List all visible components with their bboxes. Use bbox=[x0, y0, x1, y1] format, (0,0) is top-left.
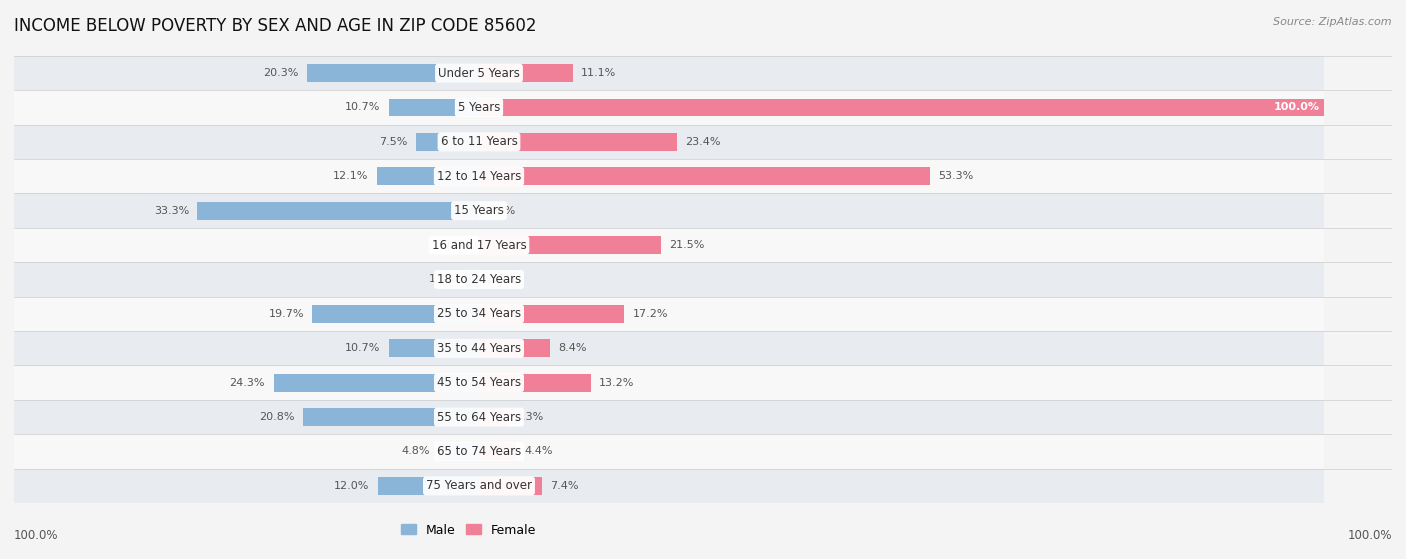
Bar bbox=[479, 477, 541, 495]
Bar bbox=[377, 167, 479, 185]
Bar bbox=[479, 98, 1324, 116]
Bar bbox=[0, 228, 1324, 262]
Bar bbox=[0, 400, 1324, 434]
Text: Under 5 Years: Under 5 Years bbox=[439, 67, 520, 79]
Text: 11.1%: 11.1% bbox=[581, 68, 616, 78]
Bar bbox=[304, 408, 479, 426]
Bar bbox=[197, 202, 479, 220]
Text: INCOME BELOW POVERTY BY SEX AND AGE IN ZIP CODE 85602: INCOME BELOW POVERTY BY SEX AND AGE IN Z… bbox=[14, 17, 537, 35]
Text: Source: ZipAtlas.com: Source: ZipAtlas.com bbox=[1274, 17, 1392, 27]
Text: 65 to 74 Years: 65 to 74 Years bbox=[437, 445, 522, 458]
Bar bbox=[0, 434, 1324, 468]
Bar bbox=[479, 64, 572, 82]
Text: 7.4%: 7.4% bbox=[550, 481, 578, 491]
Text: 24.3%: 24.3% bbox=[229, 378, 266, 388]
Bar bbox=[312, 305, 479, 323]
Bar bbox=[479, 133, 676, 151]
Bar bbox=[416, 133, 479, 151]
Text: 10.7%: 10.7% bbox=[344, 102, 380, 112]
Text: 17.2%: 17.2% bbox=[633, 309, 668, 319]
Text: 100.0%: 100.0% bbox=[14, 529, 59, 542]
Text: 0.0%: 0.0% bbox=[443, 240, 471, 250]
Text: 45 to 54 Years: 45 to 54 Years bbox=[437, 376, 522, 389]
Bar bbox=[0, 91, 1324, 125]
Text: 75 Years and over: 75 Years and over bbox=[426, 480, 531, 492]
Text: 100.0%: 100.0% bbox=[1274, 102, 1320, 112]
Text: 0.0%: 0.0% bbox=[488, 206, 516, 216]
Bar bbox=[308, 64, 479, 82]
Bar bbox=[0, 468, 1324, 503]
Text: 1.6%: 1.6% bbox=[429, 274, 457, 285]
Text: 4.4%: 4.4% bbox=[524, 447, 553, 457]
Text: 35 to 44 Years: 35 to 44 Years bbox=[437, 342, 522, 355]
Text: 23.4%: 23.4% bbox=[685, 137, 721, 147]
Bar bbox=[0, 366, 1324, 400]
Bar bbox=[0, 262, 1324, 297]
Bar bbox=[378, 477, 479, 495]
Bar bbox=[479, 408, 508, 426]
Text: 13.2%: 13.2% bbox=[599, 378, 634, 388]
Text: 12 to 14 Years: 12 to 14 Years bbox=[437, 170, 522, 183]
Text: 53.3%: 53.3% bbox=[938, 171, 973, 181]
Legend: Male, Female: Male, Female bbox=[396, 519, 541, 542]
Bar bbox=[479, 305, 624, 323]
Bar bbox=[0, 193, 1324, 228]
Bar bbox=[0, 56, 1324, 91]
Bar bbox=[0, 331, 1324, 366]
Text: 55 to 64 Years: 55 to 64 Years bbox=[437, 411, 522, 424]
Bar bbox=[439, 443, 479, 461]
Text: 20.8%: 20.8% bbox=[259, 412, 295, 422]
Text: 15 Years: 15 Years bbox=[454, 204, 503, 217]
Text: 100.0%: 100.0% bbox=[1347, 529, 1392, 542]
Bar bbox=[388, 98, 479, 116]
Text: 8.4%: 8.4% bbox=[558, 343, 586, 353]
Text: 16 and 17 Years: 16 and 17 Years bbox=[432, 239, 526, 252]
Text: 6 to 11 Years: 6 to 11 Years bbox=[440, 135, 517, 148]
Text: 33.3%: 33.3% bbox=[153, 206, 188, 216]
Text: 19.7%: 19.7% bbox=[269, 309, 304, 319]
Bar bbox=[0, 125, 1324, 159]
Text: 12.0%: 12.0% bbox=[333, 481, 370, 491]
Text: 25 to 34 Years: 25 to 34 Years bbox=[437, 307, 522, 320]
Bar bbox=[465, 271, 479, 288]
Text: 3.3%: 3.3% bbox=[516, 412, 544, 422]
Text: 4.8%: 4.8% bbox=[402, 447, 430, 457]
Bar bbox=[479, 374, 591, 392]
Bar bbox=[274, 374, 479, 392]
Bar bbox=[479, 167, 929, 185]
Text: 5 Years: 5 Years bbox=[458, 101, 501, 114]
Text: 20.3%: 20.3% bbox=[263, 68, 299, 78]
Text: 12.1%: 12.1% bbox=[333, 171, 368, 181]
Bar bbox=[479, 443, 516, 461]
Bar bbox=[0, 159, 1324, 193]
Bar bbox=[479, 339, 550, 357]
Text: 10.7%: 10.7% bbox=[344, 343, 380, 353]
Bar bbox=[388, 339, 479, 357]
Text: 21.5%: 21.5% bbox=[669, 240, 704, 250]
Text: 18 to 24 Years: 18 to 24 Years bbox=[437, 273, 522, 286]
Text: 7.5%: 7.5% bbox=[378, 137, 408, 147]
Text: 0.0%: 0.0% bbox=[488, 274, 516, 285]
Bar bbox=[479, 236, 661, 254]
Bar bbox=[0, 297, 1324, 331]
